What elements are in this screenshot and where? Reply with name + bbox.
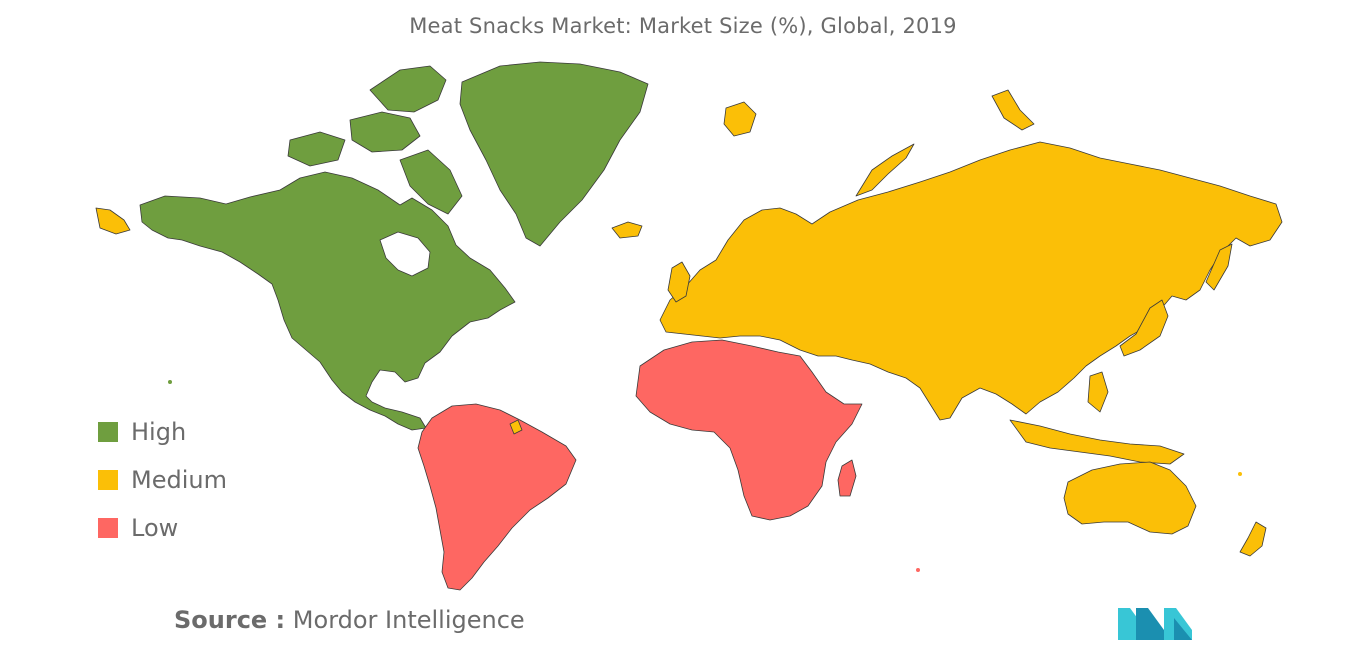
chart-title: Meat Snacks Market: Market Size (%), Glo… <box>409 14 957 38</box>
region-madagascar <box>837 459 857 497</box>
legend-item-low: Low <box>98 504 227 552</box>
region-pacific-island <box>1238 472 1242 476</box>
region-novaya-zemlya <box>855 143 915 197</box>
region-svalbard <box>723 101 757 137</box>
region-eurasia <box>659 141 1283 421</box>
region-hawaii <box>168 380 172 384</box>
mordor-intelligence-logo-icon <box>1118 608 1192 640</box>
region-falklands <box>468 570 472 574</box>
region-south-america <box>417 403 577 591</box>
region-uk <box>667 261 691 303</box>
region-low-south-america <box>417 403 577 591</box>
region-iceland <box>611 221 643 239</box>
legend-label-high: High <box>131 418 187 446</box>
legend-item-high: High <box>98 408 227 456</box>
source-value: Mordor Intelligence <box>292 606 525 634</box>
region-kamchatka <box>1205 243 1233 291</box>
legend-label-low: Low <box>131 514 179 542</box>
region-greenland <box>459 61 649 247</box>
region-high <box>95 61 649 431</box>
region-arctic-islands-2 <box>349 111 421 153</box>
region-baffin <box>399 149 463 215</box>
legend-swatch-low <box>98 518 118 538</box>
region-africa <box>635 339 863 521</box>
region-small-islands <box>168 380 1242 574</box>
region-australia <box>1063 461 1197 535</box>
region-french-guiana <box>509 419 523 435</box>
source-key: Source : <box>174 606 286 634</box>
map-legend: High Medium Low <box>98 408 227 552</box>
region-north-america <box>139 171 516 431</box>
legend-swatch-high <box>98 422 118 442</box>
region-arctic-islands-3 <box>369 65 447 113</box>
region-arctic-islands-1 <box>287 131 346 167</box>
region-alaska-west <box>95 207 131 235</box>
legend-swatch-medium <box>98 470 118 490</box>
region-south-georgia <box>916 568 920 572</box>
region-southeast-asia-islands <box>1009 419 1185 465</box>
region-medium <box>611 89 1283 557</box>
region-philippines <box>1087 371 1109 413</box>
source-line: Source : Mordor Intelligence <box>174 606 525 634</box>
legend-label-medium: Medium <box>131 466 227 494</box>
region-siberian-islands <box>991 89 1035 131</box>
region-hudson-hole <box>379 231 431 277</box>
region-japan <box>1119 299 1169 357</box>
region-low-africa <box>635 339 863 521</box>
legend-item-medium: Medium <box>98 456 227 504</box>
region-new-zealand <box>1239 521 1267 557</box>
